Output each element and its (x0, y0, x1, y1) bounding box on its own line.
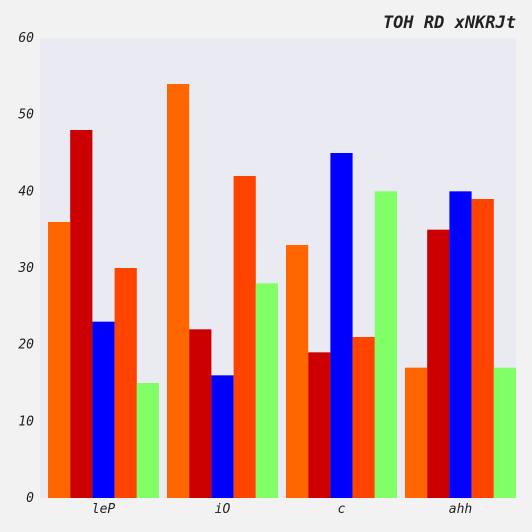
bar (308, 352, 331, 498)
bar (374, 191, 397, 499)
x-axis-ticks: leP iO c ahh (92, 502, 472, 517)
bar (405, 367, 428, 498)
y-axis-ticks: 0 10 20 30 40 50 60 (17, 31, 34, 506)
bar (136, 383, 159, 498)
chart-title: TOH RD xNKRJt (383, 13, 516, 33)
y-tick-label: 30 (17, 261, 34, 276)
y-tick-label: 50 (18, 108, 34, 123)
bar (114, 268, 137, 498)
bar (330, 153, 353, 498)
bar (427, 229, 450, 498)
bar (255, 283, 278, 498)
x-tick-label: c (338, 502, 346, 517)
x-tick-label: leP (92, 502, 116, 517)
y-tick-label: 60 (18, 31, 34, 46)
bar (48, 222, 71, 498)
bar (167, 84, 190, 498)
bar (233, 176, 256, 498)
bar (352, 337, 375, 498)
y-tick-label: 10 (18, 414, 34, 429)
y-tick-label: 0 (26, 491, 34, 506)
x-tick-label: iO (215, 502, 231, 517)
bars-group (48, 84, 516, 499)
bar (189, 329, 212, 498)
bar (471, 199, 494, 498)
bar (493, 367, 516, 498)
bar (92, 321, 115, 498)
y-tick-label: 20 (18, 338, 34, 353)
bar (211, 375, 234, 498)
bar (286, 245, 309, 498)
bar (70, 130, 93, 498)
y-tick-label: 40 (18, 184, 34, 199)
x-tick-label: ahh (449, 502, 472, 517)
bar (449, 191, 472, 499)
